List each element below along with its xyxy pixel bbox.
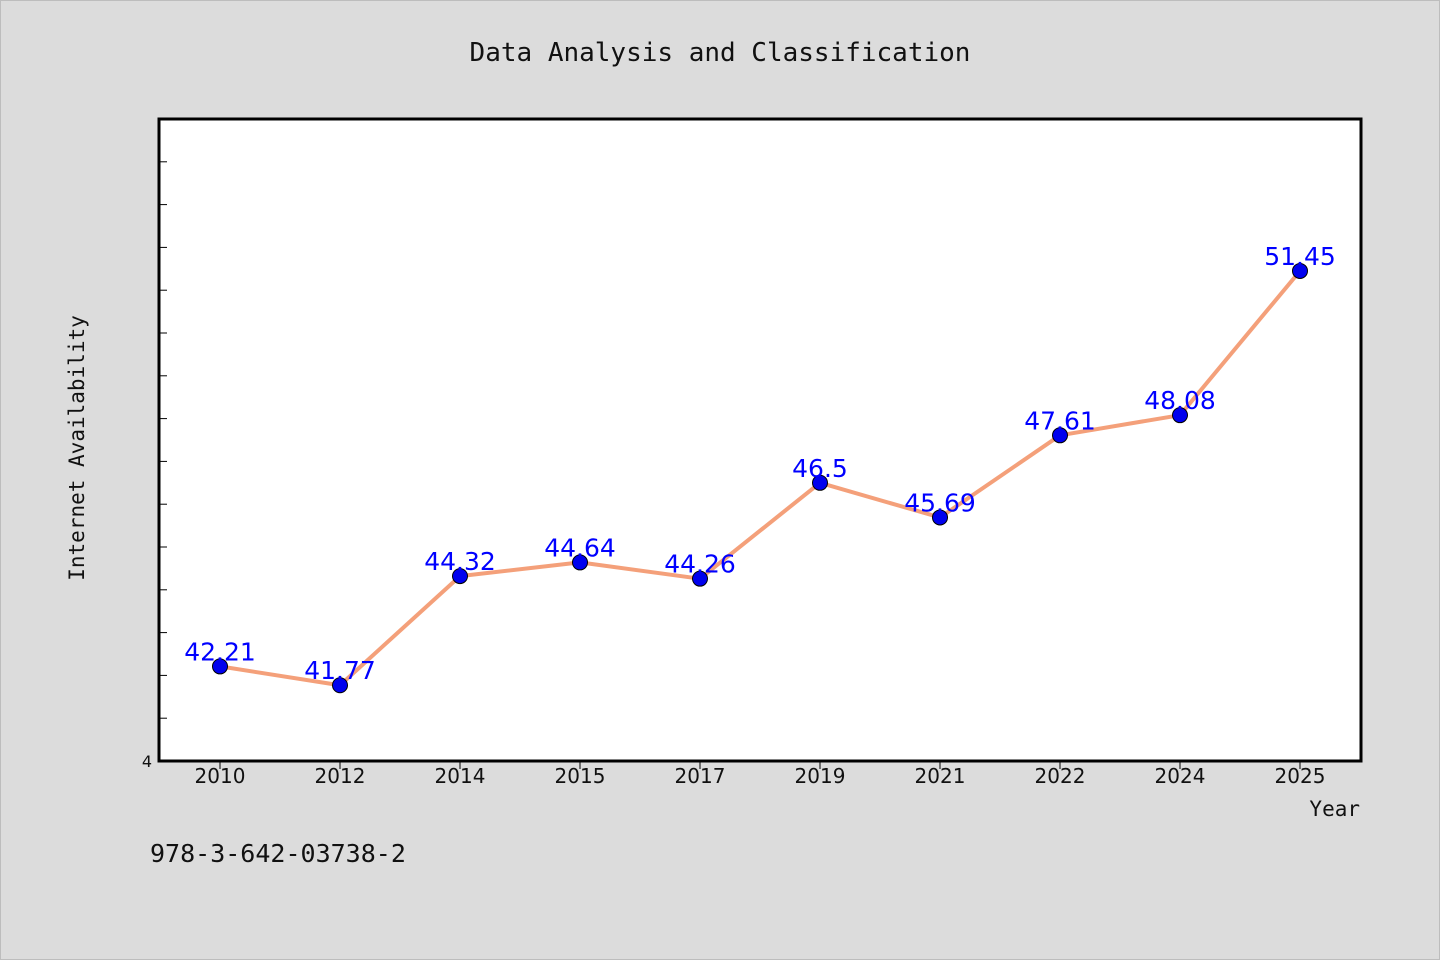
series-0: 42.21 41.77 44.32 44.64 44.26 46.5 45.69 47.61 4… (184, 242, 1336, 694)
data-point (1052, 427, 1068, 444)
data-point (452, 568, 468, 585)
series-line (219, 269, 1302, 688)
data-point (572, 554, 588, 571)
x-tick-label: 2017 (675, 764, 726, 788)
data-point (1172, 407, 1188, 424)
data-label: 41.77 (304, 656, 376, 685)
x-tick-label: 2012 (315, 764, 366, 788)
data-label: 44.26 (664, 550, 736, 579)
data-point (332, 677, 348, 694)
x-tick-label: 2014 (435, 764, 486, 788)
x-axis-label: Year (1309, 797, 1360, 821)
data-label: 44.32 (424, 547, 496, 576)
x-tick-label: 2019 (795, 764, 846, 788)
chart-title: Data Analysis and Classification (470, 38, 971, 68)
x-tick-label: 2025 (1275, 764, 1326, 788)
data-label: 46.5 (792, 454, 848, 483)
data-label: 44.64 (544, 533, 616, 562)
x-tick-label: 2015 (555, 764, 606, 788)
data-point (212, 658, 228, 675)
x-tick-label: 2022 (1035, 764, 1086, 788)
data-label: 42.21 (184, 637, 256, 666)
plot-area (157, 117, 1363, 763)
x-tick-label: 2024 (1155, 764, 1206, 788)
y-axis-ticks (159, 161, 167, 719)
y-tick-label: 4 (142, 752, 152, 771)
data-label: 47.61 (1024, 406, 1096, 435)
data-point (812, 474, 828, 491)
data-point (932, 509, 948, 526)
isbn-text: 978-3-642-03738-2 (150, 839, 406, 868)
data-label: 51.45 (1264, 242, 1336, 271)
x-tick-label: 2010 (195, 764, 246, 788)
x-tick-label: 2021 (915, 764, 966, 788)
data-label: 48.08 (1144, 386, 1216, 415)
y-axis-label: Internet Availability (65, 315, 89, 581)
data-label: 45.69 (904, 488, 976, 517)
data-point (692, 570, 708, 587)
data-point (1292, 262, 1308, 279)
x-axis: 2010 2012 2014 2015 2017 2019 2021 2022 2024 2025 (195, 761, 1326, 788)
